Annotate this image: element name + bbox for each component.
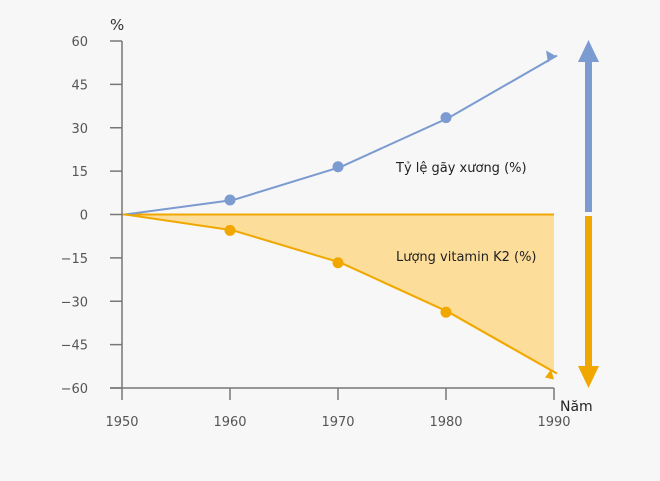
x-axis-label: Năm [560,399,593,415]
x-tick-label: 1950 [105,415,138,430]
y-tick-label: 0 [80,209,88,224]
y-tick-label: 45 [71,78,88,93]
data-point [224,224,236,236]
series-label: Lượng vitamin K2 (%) [396,250,537,265]
data-point [440,112,452,124]
x-tick-label: 1980 [429,415,462,430]
y-tick-label: 15 [71,165,88,180]
data-point [332,161,344,173]
y-tick-label: 60 [71,35,88,50]
data-point [224,194,236,206]
y-tick-label: −60 [61,382,88,397]
data-point [332,257,344,269]
y-tick-label: −15 [61,252,88,267]
y-tick-label: 30 [71,122,88,137]
data-point [440,306,452,318]
up-arrow-shaft [585,58,592,212]
y-axis-label: % [110,16,124,34]
up-arrow-icon [578,40,599,62]
line-end-arrow [545,369,554,380]
x-tick-label: 1970 [321,415,354,430]
y-tick-label: −30 [61,295,88,310]
x-tick-label: 1960 [213,415,246,430]
x-tick-label: 1990 [537,415,570,430]
series-line [124,54,558,216]
vitamin-k2-area [122,214,554,374]
series-label: Tỷ lệ gãy xương (%) [395,161,527,176]
y-tick-label: −45 [61,339,88,354]
down-arrow-shaft [585,216,592,370]
down-arrow-icon [578,366,599,388]
line-end-arrow [546,50,555,63]
